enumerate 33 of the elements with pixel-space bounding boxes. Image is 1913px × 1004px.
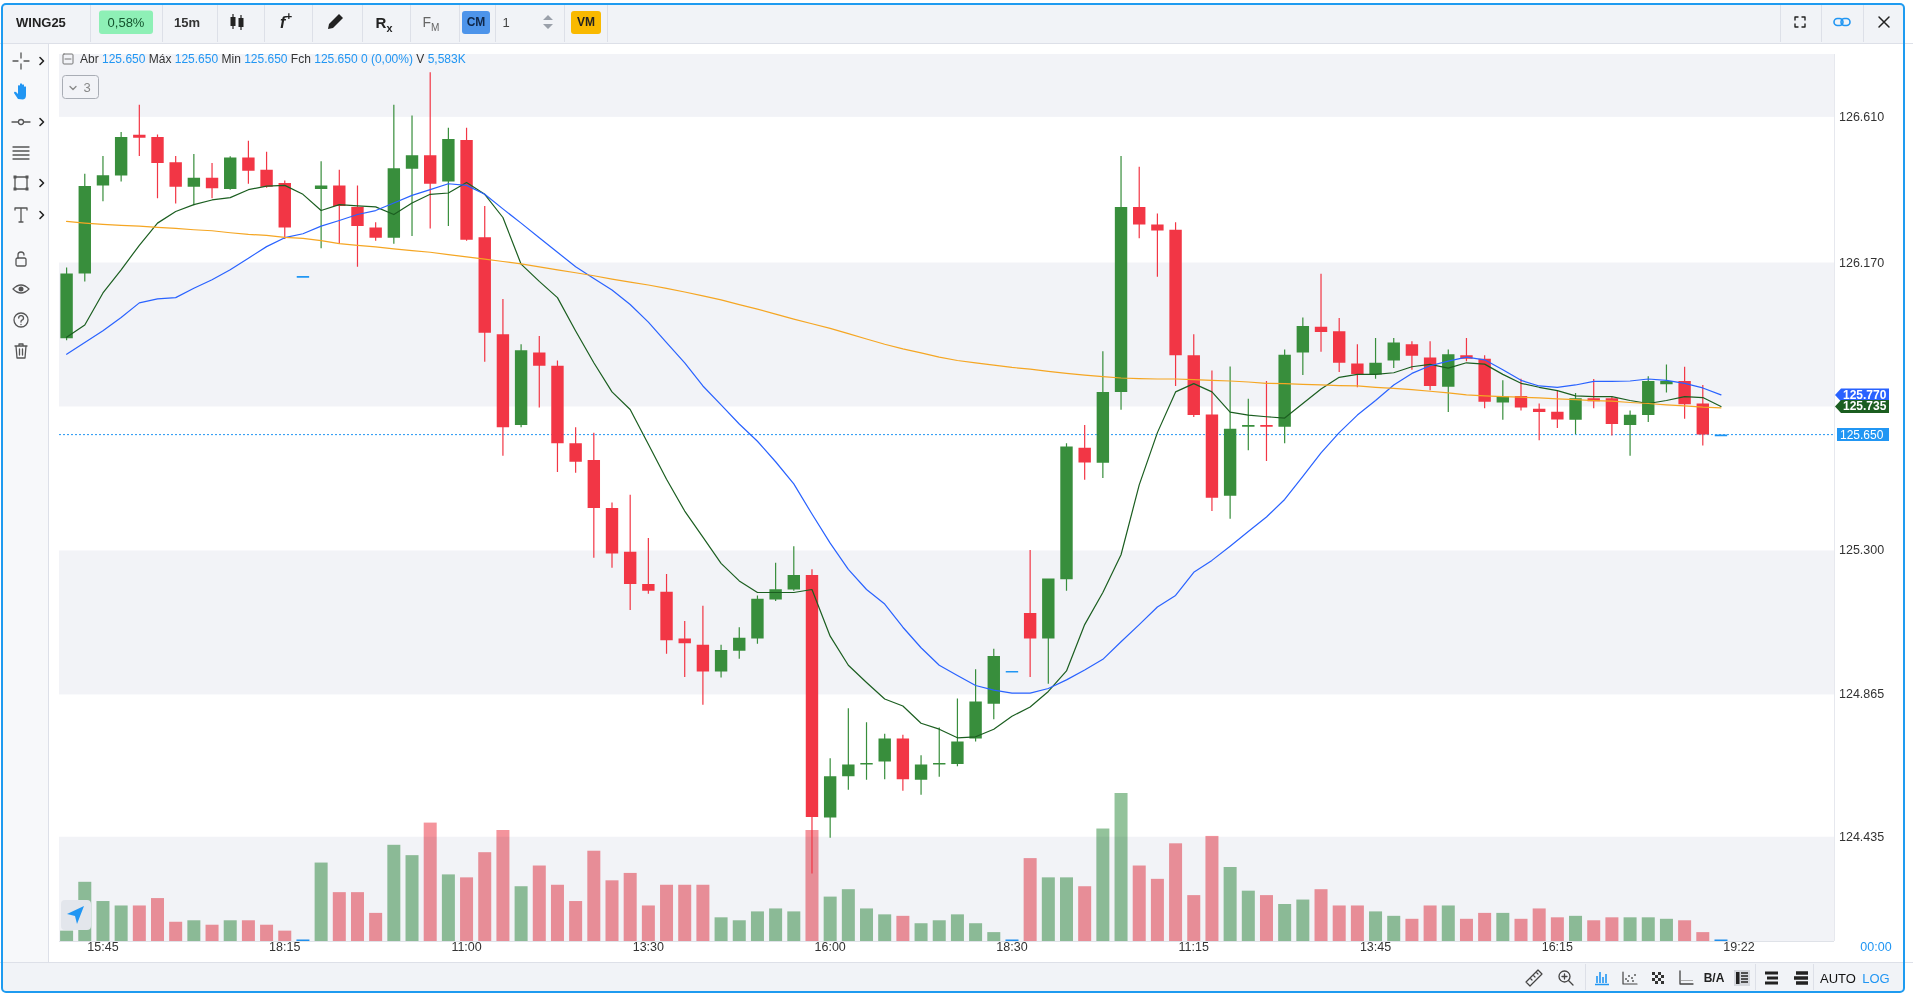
- text: f$^{+}$: [279, 10, 293, 31]
- text: Abr 125.650 Máx 125.650 Min 125.650 Fch 125.650 0 (0,00%) V 5,583K: [80, 52, 466, 66]
- x-tick-label: 11:15: [1178, 940, 1209, 954]
- text: 0,58%: [107, 14, 145, 30]
- text: 1: [502, 14, 510, 30]
- text: LOG: [1862, 970, 1890, 986]
- x-tick-label: 15:45: [87, 940, 119, 954]
- x-tick-label: 18:30: [996, 940, 1028, 954]
- y-tick-label: 124.865: [1839, 687, 1885, 702]
- text: VM: [577, 15, 595, 29]
- y-tick-label: 126.610: [1839, 109, 1885, 124]
- text: F$_{M}$: [422, 14, 440, 33]
- text: CM: [466, 15, 486, 29]
- y-tick-label: 124.435: [1839, 829, 1885, 844]
- text: B/A: [1703, 971, 1725, 985]
- y-tick-label: 126.170: [1839, 255, 1885, 270]
- ref-line-label: 125.650: [1840, 427, 1884, 442]
- text: 00:00: [1860, 940, 1892, 954]
- annotation: 19:22: [1723, 940, 1755, 954]
- y-tick-label: 125.300: [1839, 543, 1885, 558]
- text: 125.770: [1843, 387, 1887, 402]
- text: 125.735: [1843, 399, 1887, 414]
- x-tick-label: 13:45: [1359, 940, 1392, 954]
- chart-title: WING25: [16, 14, 66, 30]
- text: AUTO: [1820, 970, 1856, 986]
- x-tick-label: 16:00: [814, 940, 846, 954]
- text: 15m: [173, 14, 201, 30]
- x-tick-label: 13:30: [632, 940, 665, 954]
- text: R$_{x}$: [375, 13, 393, 34]
- x-tick-label: 11:00: [451, 940, 482, 954]
- x-tick-label: 16:15: [1541, 940, 1574, 954]
- x-tick-label: 18:15: [269, 940, 301, 954]
- annotation: 3: [83, 79, 91, 95]
